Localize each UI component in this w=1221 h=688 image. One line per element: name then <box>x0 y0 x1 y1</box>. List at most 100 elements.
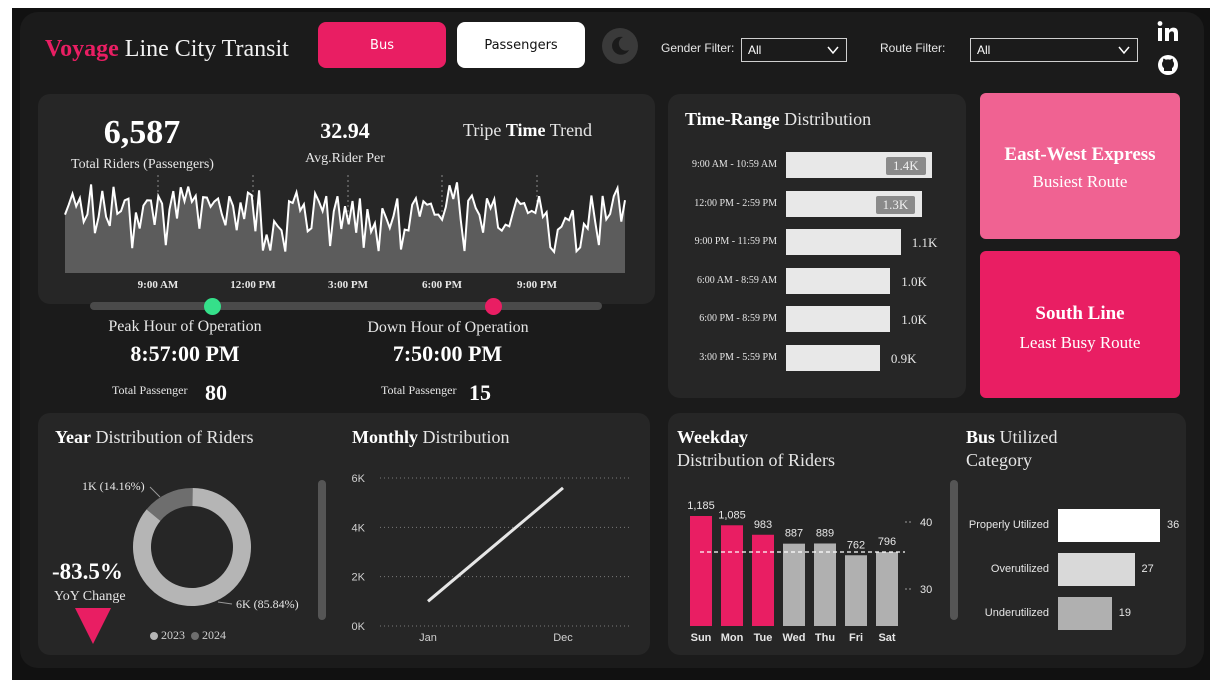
time-range-value: 0.9K <box>890 350 917 366</box>
weekday-right-tick: 30 <box>920 584 932 596</box>
linkedin-icon[interactable] <box>1157 20 1179 42</box>
weekday-title-bold-text: Weekday <box>677 427 749 447</box>
total-riders-value: 6,587 <box>103 114 181 151</box>
year-dist-title-rest: Distribution of Riders <box>90 427 254 447</box>
bus-util-value: 19 <box>1118 607 1132 619</box>
busiest-route-label: Busiest Route <box>1032 172 1128 191</box>
route-filter-value: All <box>977 43 991 57</box>
trend-line <box>64 182 626 255</box>
weekday-day-label: Thu <box>815 632 835 644</box>
busiest-route-card: East-West Express Busiest Route <box>980 93 1180 239</box>
down-hour-marker[interactable] <box>485 298 502 315</box>
gender-filter-value: All <box>748 43 762 57</box>
bus-util-value: 27 <box>1141 563 1154 575</box>
weekday-bar[interactable] <box>845 555 867 626</box>
brand-accent: Voyage <box>45 36 119 62</box>
yoy-change-value: -83.5% <box>52 559 123 584</box>
monthly-y-tick: 2K <box>352 572 366 584</box>
trend-x-label: 12:00 PM <box>230 279 276 291</box>
time-range-bar[interactable] <box>786 306 891 332</box>
bus-util-bar[interactable] <box>1058 597 1112 630</box>
monthly-series-line[interactable] <box>427 486 564 603</box>
down-passenger-value: 15 <box>469 380 491 405</box>
legend-2023-swatch <box>150 631 158 640</box>
year-donut-chart <box>122 477 263 618</box>
trend-x-label: 9:00 AM <box>138 279 179 291</box>
tab-passengers-button[interactable]: Passengers <box>457 22 585 68</box>
monthly-x-label: Jan <box>419 632 437 644</box>
time-range-bar[interactable] <box>786 344 880 371</box>
time-range-value: 1.4K <box>886 157 926 175</box>
monthly-title: Monthly Distribution <box>352 427 510 448</box>
route-filter-select[interactable]: All <box>970 38 1138 62</box>
monthly-title-bold: Monthly <box>352 427 419 447</box>
weekday-value-label: 1,085 <box>718 509 746 521</box>
weekday-value-label: 889 <box>816 527 834 539</box>
monthly-line-chart: 6K 4K 2K 0K Jan Dec <box>352 473 630 644</box>
bus-util-title-bold: Bus <box>966 427 996 447</box>
divider-scroll <box>318 480 326 620</box>
monthly-y-tick: 6K <box>352 473 366 485</box>
peak-passenger-label: Total Passenger <box>112 383 188 397</box>
time-range-value: 1.1K <box>911 235 938 250</box>
chevron-down-icon <box>1118 46 1130 55</box>
trend-title: Tripe Time Trend <box>463 120 592 141</box>
bus-util-label: Underutilized <box>984 607 1049 619</box>
time-range-title-bold: Time-Range <box>685 109 780 129</box>
gender-filter-label: Gender Filter: <box>661 41 735 55</box>
trend-title-pre: Tripe <box>463 120 506 140</box>
peak-hour-time: 8:57:00 PM <box>130 341 240 366</box>
monthly-x-label: Dec <box>553 632 573 644</box>
least-busy-route-label: Least Busy Route <box>1019 333 1141 352</box>
route-filter-label: Route Filter: <box>880 41 946 55</box>
legend-2023-label: 2023 <box>161 628 185 642</box>
time-slider-track[interactable] <box>90 302 602 310</box>
weekday-bar[interactable] <box>814 543 836 626</box>
trend-x-label: 3:00 PM <box>328 279 369 291</box>
time-range-label: 3:00 PM - 5:59 PM <box>699 351 777 363</box>
peak-hour-marker[interactable] <box>204 298 221 315</box>
chevron-down-icon <box>827 46 839 55</box>
monthly-y-tick: 0K <box>352 621 366 633</box>
weekday-value-label: 887 <box>785 528 803 540</box>
legend-2024-label: 2024 <box>202 628 226 642</box>
weekday-day-label: Mon <box>721 632 744 644</box>
time-range-title: Time-Range Distribution <box>685 109 871 130</box>
gender-filter-select[interactable]: All <box>741 38 847 62</box>
weekday-bar[interactable] <box>721 525 743 626</box>
time-range-bar[interactable] <box>786 267 891 294</box>
time-range-bar[interactable] <box>786 229 901 255</box>
bus-util-value: 36 <box>1167 519 1180 531</box>
app-title: Voyage Line City Transit <box>45 36 289 63</box>
bus-util-title-rest: Utilized <box>995 427 1058 447</box>
weekday-day-label: Fri <box>849 632 863 644</box>
monthly-title-rest: Distribution <box>418 427 510 447</box>
github-icon[interactable] <box>1157 54 1179 76</box>
weekday-value-label: 796 <box>878 536 896 548</box>
weekday-bar[interactable] <box>783 543 805 626</box>
avg-rider-value: 32.94 <box>320 118 370 143</box>
down-passenger-label: Total Passenger <box>381 383 457 397</box>
weekday-bar[interactable] <box>876 552 898 626</box>
busiest-route-name: East-West Express <box>1004 144 1156 165</box>
weekday-right-tick: 40 <box>920 517 932 529</box>
trip-time-trend-chart: 9:00 AM 12:00 PM 3:00 PM 6:00 PM 9:00 PM <box>64 175 626 291</box>
donut-leader-lines <box>149 486 233 605</box>
weekday-bar[interactable] <box>690 516 712 626</box>
moon-icon[interactable] <box>602 28 638 64</box>
time-range-value: 1.0K <box>901 273 927 289</box>
time-range-label: 12:00 PM - 2:59 PM <box>694 197 777 209</box>
weekday-value-label: 983 <box>754 519 772 531</box>
yoy-change-label: YoY Change <box>54 589 126 604</box>
weekday-bar[interactable] <box>752 534 774 626</box>
donut-slice-2023[interactable] <box>122 477 263 618</box>
time-range-title-rest: Distribution <box>779 109 872 129</box>
weekday-day-label: Sat <box>878 632 895 644</box>
time-range-label: 6:00 PM - 8:59 PM <box>699 313 777 324</box>
time-range-value: 1.0K <box>901 312 927 327</box>
bus-util-bar[interactable] <box>1058 553 1135 586</box>
bus-util-title: Bus Utilized <box>966 427 1058 448</box>
trend-title-bold: Time <box>505 120 546 140</box>
bus-util-bar[interactable] <box>1058 509 1160 542</box>
tab-bus-button[interactable]: Bus <box>318 22 446 68</box>
